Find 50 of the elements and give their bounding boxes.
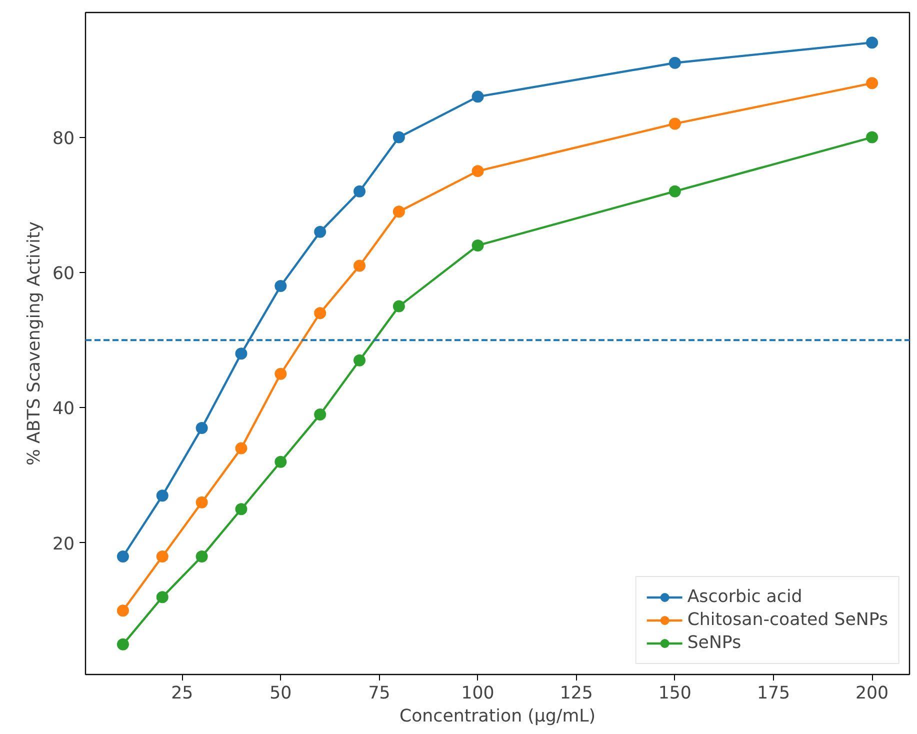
point — [472, 239, 484, 252]
point — [196, 422, 208, 434]
point — [472, 165, 484, 178]
point — [866, 36, 878, 49]
x-axis-title: Concentration (µg/mL) — [399, 706, 596, 726]
x-tick-label: 200 — [856, 684, 889, 704]
point — [314, 307, 326, 320]
x-tick-label: 25 — [171, 684, 194, 704]
point — [472, 90, 484, 103]
point — [392, 300, 405, 312]
legend-label: Chitosan-coated SeNPs — [687, 610, 888, 630]
point — [274, 280, 287, 292]
y-tick-label: 60 — [52, 264, 75, 284]
point — [354, 260, 366, 272]
x-tick-label: 50 — [270, 684, 292, 704]
y-axis-title: % ABTS Scavenging Activity — [24, 222, 44, 466]
x-tick-label: 100 — [461, 684, 494, 704]
point — [354, 354, 366, 366]
point — [866, 131, 878, 144]
x-tick-label: 150 — [658, 684, 692, 704]
point — [116, 638, 129, 650]
x-tick-label: 175 — [756, 684, 790, 704]
point — [116, 604, 129, 617]
point — [116, 550, 129, 562]
y-tick-label: 40 — [52, 399, 75, 420]
point — [392, 131, 405, 144]
point — [668, 185, 681, 198]
point — [274, 368, 287, 380]
point — [196, 550, 208, 562]
point — [196, 496, 208, 508]
point — [235, 503, 248, 516]
point — [866, 77, 878, 90]
point — [314, 408, 326, 420]
point — [235, 442, 248, 454]
point — [156, 550, 168, 562]
point — [235, 348, 248, 360]
legend-label: SeNPs — [687, 633, 742, 653]
point — [314, 226, 326, 238]
point — [668, 56, 681, 69]
point — [156, 591, 168, 604]
x-tick-label: 75 — [368, 684, 390, 704]
legend-label: Ascorbic acid — [687, 587, 802, 607]
x-tick-label: 125 — [560, 684, 593, 704]
point — [392, 206, 405, 218]
y-tick-label: 80 — [52, 128, 75, 149]
y-tick-label: 20 — [52, 534, 75, 554]
point — [274, 456, 287, 468]
point — [156, 490, 168, 502]
point — [668, 118, 681, 130]
point — [354, 185, 366, 198]
